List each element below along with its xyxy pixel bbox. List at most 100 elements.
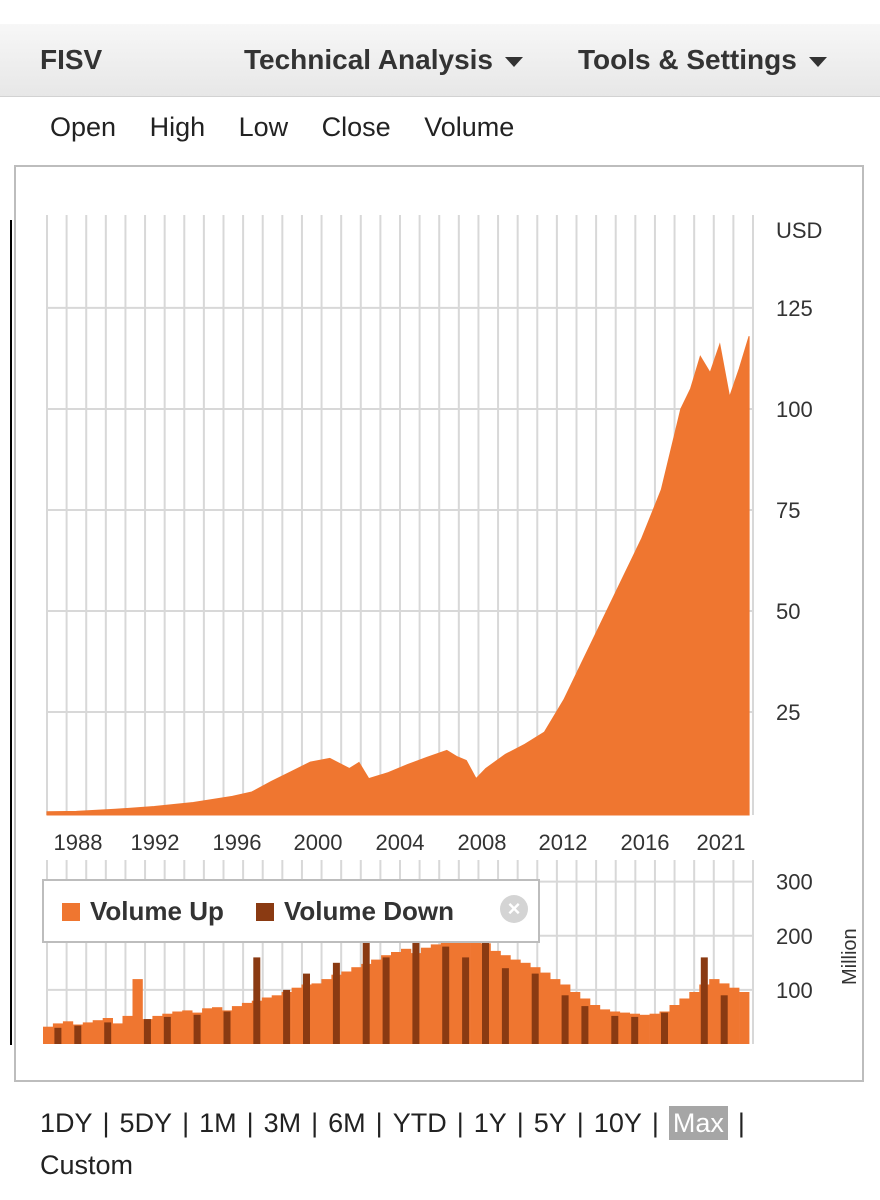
range-1m[interactable]: 1M [199,1108,237,1138]
volume-up-bar [172,1011,183,1044]
volume-down-bar [412,941,420,1044]
volume-up-bar [82,1022,94,1044]
chevron-down-icon [505,56,523,67]
volume-up-bar [43,1026,54,1044]
volume-down-bar [332,962,340,1044]
close-icon[interactable]: × [500,895,528,923]
volume-up-bar [550,979,561,1044]
x-tick-label: 1996 [213,830,262,855]
range-selector: 1DY | 5DY | 1M | 3M | 6M | YTD | 1Y | 5Y | 10Y | Max | Custo… [40,1102,860,1186]
range-3m[interactable]: 3M [263,1108,302,1138]
volume-up-bar [62,1021,74,1044]
range-separator: | [737,1108,745,1138]
range-separator: | [456,1108,464,1138]
volume-up-bar [202,1008,213,1044]
volume-up-bar [291,987,302,1044]
volume-up-bar [689,992,700,1044]
volume-up-bar [341,971,352,1044]
volume-down-bar [501,968,509,1044]
volume-down-swatch [256,903,274,921]
range-separator: | [311,1108,319,1138]
volume-down-bar [143,1019,151,1044]
volume-down-bar [283,989,291,1044]
volume-down-bar [700,957,708,1044]
volume-up-bar [241,1002,253,1044]
range-6m[interactable]: 6M [328,1108,366,1138]
volume-up-bar [182,1010,193,1044]
volume-down-bar [462,957,470,1044]
range-5dy[interactable]: 5DY [119,1108,173,1138]
range-separator: | [576,1108,584,1138]
volume-down-label: Volume Down [284,896,454,926]
x-tick-label: 1992 [131,830,180,855]
volume-up-bar [540,972,551,1044]
volume-up-bar [639,1014,650,1044]
x-tick-label: 2021 [697,830,746,855]
volume-down-bar [631,1016,639,1044]
volume-up-bar [619,1012,630,1044]
range-1y[interactable]: 1Y [473,1108,507,1138]
volume-down-bar [531,973,539,1044]
volume-up-bar [570,992,581,1044]
technical-analysis-menu[interactable]: Technical Analysis [244,44,523,76]
tools-settings-menu[interactable]: Tools & Settings [578,44,827,76]
volume-up-bar [669,1005,680,1044]
x-tick-label: 2012 [539,830,588,855]
range-max[interactable]: Max [668,1106,728,1140]
volume-up-bar [231,1006,243,1044]
field-selector: Open High Low Close Volume [50,112,540,143]
range-1dy[interactable]: 1DY [40,1108,93,1138]
range-10y[interactable]: 10Y [593,1108,642,1138]
price-area-series [46,336,750,816]
volume-up-bar [599,1009,611,1044]
field-close[interactable]: Close [321,112,391,142]
range-separator: | [102,1108,110,1138]
range-separator: | [651,1108,659,1138]
x-tick-label: 1988 [54,830,103,855]
chevron-down-icon [808,56,827,67]
price-y-tick-label: 100 [776,397,813,422]
volume-up-bar [450,937,461,1044]
volume-up-bar [212,1007,223,1044]
volume-up-bar [371,959,382,1044]
volume-up-bar [271,995,282,1044]
volume-up-swatch [62,903,80,921]
volume-down-bar [223,1011,231,1044]
field-volume[interactable]: Volume [424,112,515,142]
volume-up-bar [122,1015,133,1044]
volume-up-bar [679,998,690,1044]
tools-settings-label: Tools & Settings [578,44,797,75]
volume-up-bar [351,967,362,1044]
ticker-symbol: FISV [40,44,103,75]
field-open[interactable]: Open [50,112,117,142]
x-tick-label: 2004 [376,830,425,855]
volume-unit-label: Million [839,928,861,985]
x-tick-label: 2000 [294,830,343,855]
volume-up-bar [430,944,442,1044]
volume-up-bar [132,979,143,1044]
range-ytd[interactable]: YTD [392,1108,447,1138]
range-5y[interactable]: 5Y [533,1108,567,1138]
technical-analysis-label: Technical Analysis [244,44,493,75]
volume-up-bar [709,979,720,1044]
volume-down-bar [611,1015,619,1044]
price-y-tick-label: 125 [776,296,813,321]
range-custom[interactable]: Custom [40,1150,134,1180]
volume-down-bar [442,946,450,1044]
volume-up-bar [420,947,432,1044]
left-edge-divider [10,220,12,1045]
volume-down-bar [303,973,310,1044]
x-tick-label: 2016 [621,830,670,855]
volume-up-bar [649,1013,660,1044]
volume-up-bar [152,1015,163,1044]
volume-down-bar [382,957,390,1044]
field-low[interactable]: Low [238,112,289,142]
price-y-tick-label: 75 [776,498,800,523]
volume-y-tick-label: 300 [776,870,813,895]
field-high[interactable]: High [149,112,206,142]
volume-down-bar [661,1012,668,1044]
top-toolbar: FISV Technical Analysis Tools & Settings [0,24,880,97]
volume-up-bar [739,992,750,1044]
volume-down-bar [362,930,370,1044]
